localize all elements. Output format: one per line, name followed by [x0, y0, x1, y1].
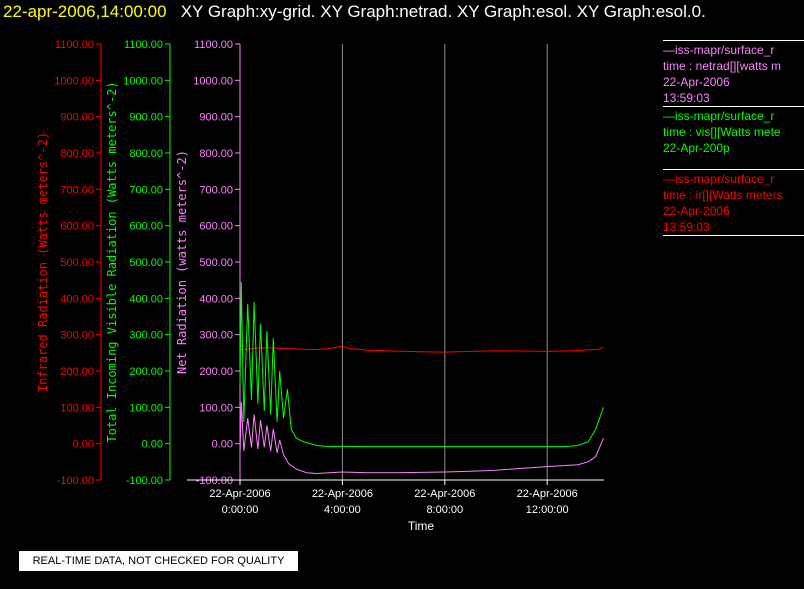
series-line-net	[239, 401, 604, 475]
header-bar: 22-apr-2006,14:00:00 XY Graph:xy-grid. X…	[3, 0, 706, 24]
data-quality-notice: REAL-TIME DATA, NOT CHECKED FOR QUALITY	[19, 551, 298, 571]
y-tick-label: 400.00	[199, 293, 233, 305]
y-tick-label: 600.00	[60, 221, 94, 233]
legend-separator	[663, 235, 804, 236]
y-tick-label: 1100.00	[124, 39, 163, 51]
x-tick-time: 0:00:00	[222, 504, 259, 516]
y-tick-label: 300.00	[60, 330, 94, 342]
header-timestamp: 22-apr-2006,14:00:00	[3, 2, 167, 21]
legend-text: 22-Apr-2006	[663, 204, 730, 218]
y-tick-label: 800.00	[129, 148, 163, 160]
legend-text: —iss-mapr/surface_r	[663, 172, 775, 186]
y-tick-label: 900.00	[60, 112, 94, 124]
x-tick-date: 22-Apr-2006	[312, 488, 373, 500]
y-tick-label: 500.00	[129, 257, 163, 269]
header-graph-titles: XY Graph:xy-grid. XY Graph:netrad. XY Gr…	[171, 2, 706, 21]
y-tick-label: 400.00	[129, 293, 163, 305]
legend-text: 13:59:03	[663, 91, 710, 105]
y-axis-title: Infrared Radiation (Watts meters^-2)	[36, 132, 50, 392]
y-tick-label: 200.00	[129, 366, 163, 378]
x-tick-time: 4:00:00	[324, 504, 361, 516]
y-tick-label: 900.00	[129, 112, 163, 124]
legend-text: time : ir[][Watts meters	[663, 188, 783, 202]
y-tick-label: 400.00	[60, 293, 94, 305]
y-tick-label: 300.00	[199, 330, 233, 342]
legend-text: time : netrad[][watts m	[663, 59, 782, 73]
x-axis: 22-Apr-2006 0:00:00 22-Apr-2006 4:00:00 22-A…	[187, 479, 604, 533]
legend-text: —iss-mapr/surface_r	[663, 109, 775, 123]
series-line-vis	[239, 281, 604, 448]
legend-text: —iss-mapr/surface_r	[663, 43, 775, 57]
y-tick-label: 700.00	[199, 184, 233, 196]
y-tick-label: 1000.00	[123, 75, 163, 87]
y-tick-label: 900.00	[199, 112, 233, 124]
y-axis-title: Net Radiation (watts meters^-2)	[175, 150, 189, 374]
y-tick-label: 1100.00	[55, 39, 94, 51]
y-tick-label: -100.00	[126, 475, 163, 487]
x-tick-date: 22-Apr-2006	[209, 488, 270, 500]
y-tick-label: 500.00	[60, 257, 94, 269]
y-axis-title: Total Incoming Visible Radiation (Watts …	[105, 81, 119, 442]
y-tick-label: 1100.00	[194, 39, 233, 51]
header-titles-text: XY Graph:xy-grid. XY Graph:netrad. XY Gr…	[180, 2, 706, 21]
y-tick-label: 0.00	[212, 439, 233, 451]
y-tick-label: 700.00	[129, 184, 163, 196]
y-tick-label: -100.00	[57, 475, 94, 487]
x-tick-date: 22-Apr-2006	[414, 488, 475, 500]
y-tick-label: 600.00	[199, 221, 233, 233]
y-axis-net: -100.00 0.00 100.00 200.00 300.00 400.00 500.0…	[175, 39, 241, 487]
y-tick-label: 200.00	[199, 366, 233, 378]
x-tick-time: 12:00:00	[526, 504, 569, 516]
x-tick-time: 8:00:00	[426, 504, 463, 516]
y-tick-label: 1000.00	[193, 75, 233, 87]
y-tick-label: 800.00	[199, 148, 233, 160]
y-tick-label: 300.00	[129, 330, 163, 342]
y-axis-vis: -100.00 0.00 100.00 200.00 300.00 400.00 500.0…	[105, 39, 171, 487]
y-axis-ir: -100.00 0.00 100.00 200.00 300.00 400.00 500.0…	[36, 39, 102, 487]
y-tick-label: 1000.00	[54, 75, 94, 87]
legend-text: time : vis[][Watts mete	[663, 125, 781, 139]
y-tick-label: 800.00	[60, 148, 94, 160]
legend-text: 22-Apr-200p	[663, 141, 730, 155]
legend-text: 22-Apr-2006	[663, 75, 730, 89]
x-tick-date: 22-Apr-2006	[517, 488, 578, 500]
y-tick-label: 200.00	[60, 366, 94, 378]
series-line-ir	[239, 345, 604, 353]
x-axis-title: Time	[408, 519, 435, 533]
y-tick-label: 700.00	[60, 184, 94, 196]
y-tick-label: 0.00	[73, 439, 94, 451]
y-tick-label: 100.00	[129, 402, 163, 414]
y-tick-label: 600.00	[129, 221, 163, 233]
legend-text: 13:59:03	[663, 220, 710, 234]
y-tick-label: 500.00	[199, 257, 233, 269]
y-tick-label: -100.00	[196, 475, 233, 487]
y-tick-label: 100.00	[199, 402, 233, 414]
y-tick-label: 0.00	[142, 439, 163, 451]
y-tick-label: 100.00	[60, 402, 94, 414]
